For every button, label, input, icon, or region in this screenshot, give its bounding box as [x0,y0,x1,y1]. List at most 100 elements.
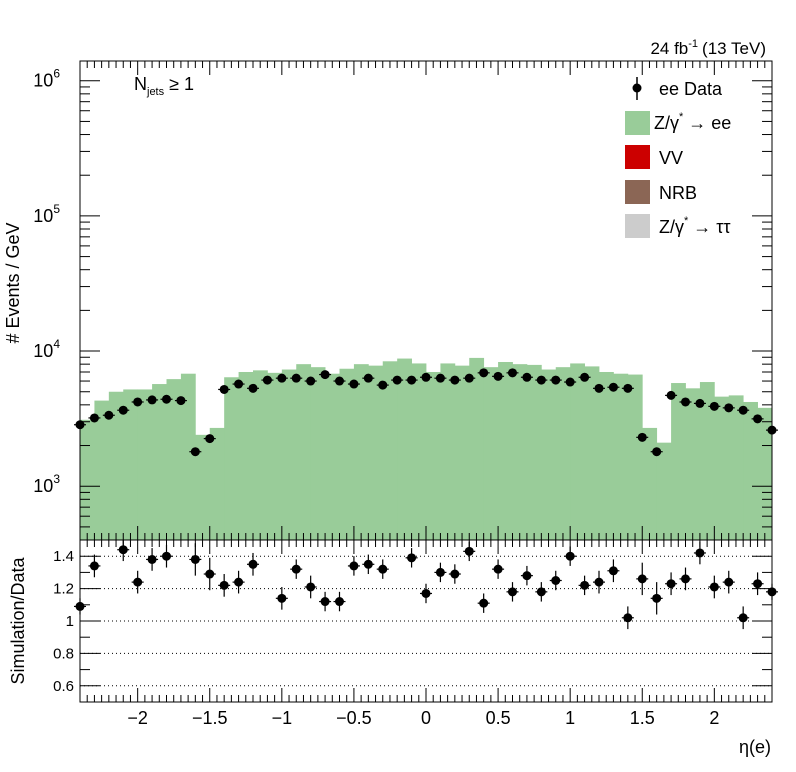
luminosity-label: 24 fb-1 (13 TeV) [650,38,766,58]
y-tick-label: 104 [33,337,60,361]
data-point [709,401,719,411]
legend-swatch-vv [625,145,650,169]
data-point [536,375,546,385]
ratio-point [464,546,474,556]
ratio-point [565,551,575,561]
histogram-bar [469,357,485,540]
main-data-points [74,368,778,457]
data-point [363,373,373,383]
ratio-point [637,574,647,584]
data-point [435,373,445,383]
ratio-y-tick-label: 1.4 [53,548,74,565]
legend-label-data: ee Data [659,79,723,99]
ratio-y-axis-title: Simulation/Data [8,556,28,684]
data-point [479,368,489,378]
histogram-bar [253,370,268,540]
data-point [637,432,647,442]
annotation-subscript: jets [146,86,165,98]
ratio-point [666,579,676,589]
data-point [738,405,748,415]
x-tick-label: 1 [565,708,575,728]
main-axis-ticks [79,61,773,541]
legend-label-vv: VV [659,148,683,168]
data-point [176,396,186,406]
ratio-x-tick-labels: −2 −1.5 −1 −0.5 0 0.5 1 1.5 2 [127,708,719,728]
legend-label-ztautau: Z/γ* → ττ [659,215,731,237]
main-histogram-bars [80,357,773,540]
ratio-point [133,577,143,587]
x-tick-label: −0.5 [336,708,372,728]
x-tick-label: −1.5 [192,708,228,728]
histogram-bar [224,377,239,540]
data-point [291,373,301,383]
legend-entry-vv: VV [625,145,683,169]
ratio-point [493,564,503,574]
data-point [594,383,604,393]
lumi-energy: (13 TeV) [702,39,766,58]
data-point [262,375,272,385]
x-tick-label: 0 [421,708,431,728]
x-tick-label: −1 [272,708,293,728]
y-tick-label: 105 [33,202,60,226]
data-point [450,375,460,385]
histogram-bar [80,419,95,540]
ratio-point [118,545,128,555]
data-point [724,403,734,413]
ratio-point [291,564,301,574]
ratio-point [695,548,705,558]
histogram-bar [152,384,167,540]
legend: ee Data Z/γ* → ee VV NRB Z/γ* → ττ [625,77,731,238]
histogram-bar [137,389,153,540]
ratio-point [580,580,590,590]
ratio-y-tick-labels: 0.6 0.8 1 1.2 1.4 [53,548,74,695]
ratio-point [608,566,618,576]
legend-label-zee: Z/γ* → ee [654,111,731,133]
histogram-bar [728,395,744,540]
data-point [190,447,200,457]
ratio-point [190,554,200,564]
ratio-y-tick-label: 1 [66,613,74,630]
ratio-point [479,598,489,608]
ratio-point [219,580,229,590]
ratio-point [551,576,561,585]
data-point [133,397,143,407]
ratio-point [738,613,748,623]
histogram-bar [570,363,585,540]
ratio-point [681,574,690,584]
histogram-bar [656,442,672,540]
y-tick-label: 106 [33,67,60,91]
ratio-point [435,567,445,577]
histogram-bar [195,434,211,540]
y-tick-label-exponent: 3 [53,472,60,486]
data-point [349,379,359,389]
histogram-bar [325,373,340,540]
legend-data-marker [632,83,642,93]
ratio-point [594,577,604,587]
data-point [277,373,287,383]
ratio-point [89,561,99,571]
ratio-point [349,561,359,571]
ratio-point [162,551,171,561]
ratio-axis-ticks [79,539,773,703]
data-point [320,370,330,380]
histogram-bar [123,389,139,540]
lumi-value: 24 fb [650,39,688,58]
ratio-point [508,587,517,597]
data-point [508,368,517,378]
legend-zee-main: Z/γ [654,113,679,133]
legend-ztautau-main: Z/γ [659,217,684,237]
ratio-point [248,559,258,569]
data-point [608,382,618,392]
ratio-point [652,593,662,603]
histogram-bar [599,371,614,540]
ratio-point [147,554,157,564]
legend-entry-ztautau: Z/γ* → ττ [625,214,731,238]
data-point [681,397,690,407]
y-tick-label-exponent: 6 [53,67,60,81]
ratio-point [306,582,316,592]
ratio-plot-panel: 0.6 0.8 1 1.2 1.4 −2 −1.5 −1 −0.5 0 0.5 1 1.5 2 [53,539,778,728]
ratio-point [363,559,373,569]
histogram-bar [353,364,369,540]
ratio-y-tick-label: 0.6 [53,678,74,695]
